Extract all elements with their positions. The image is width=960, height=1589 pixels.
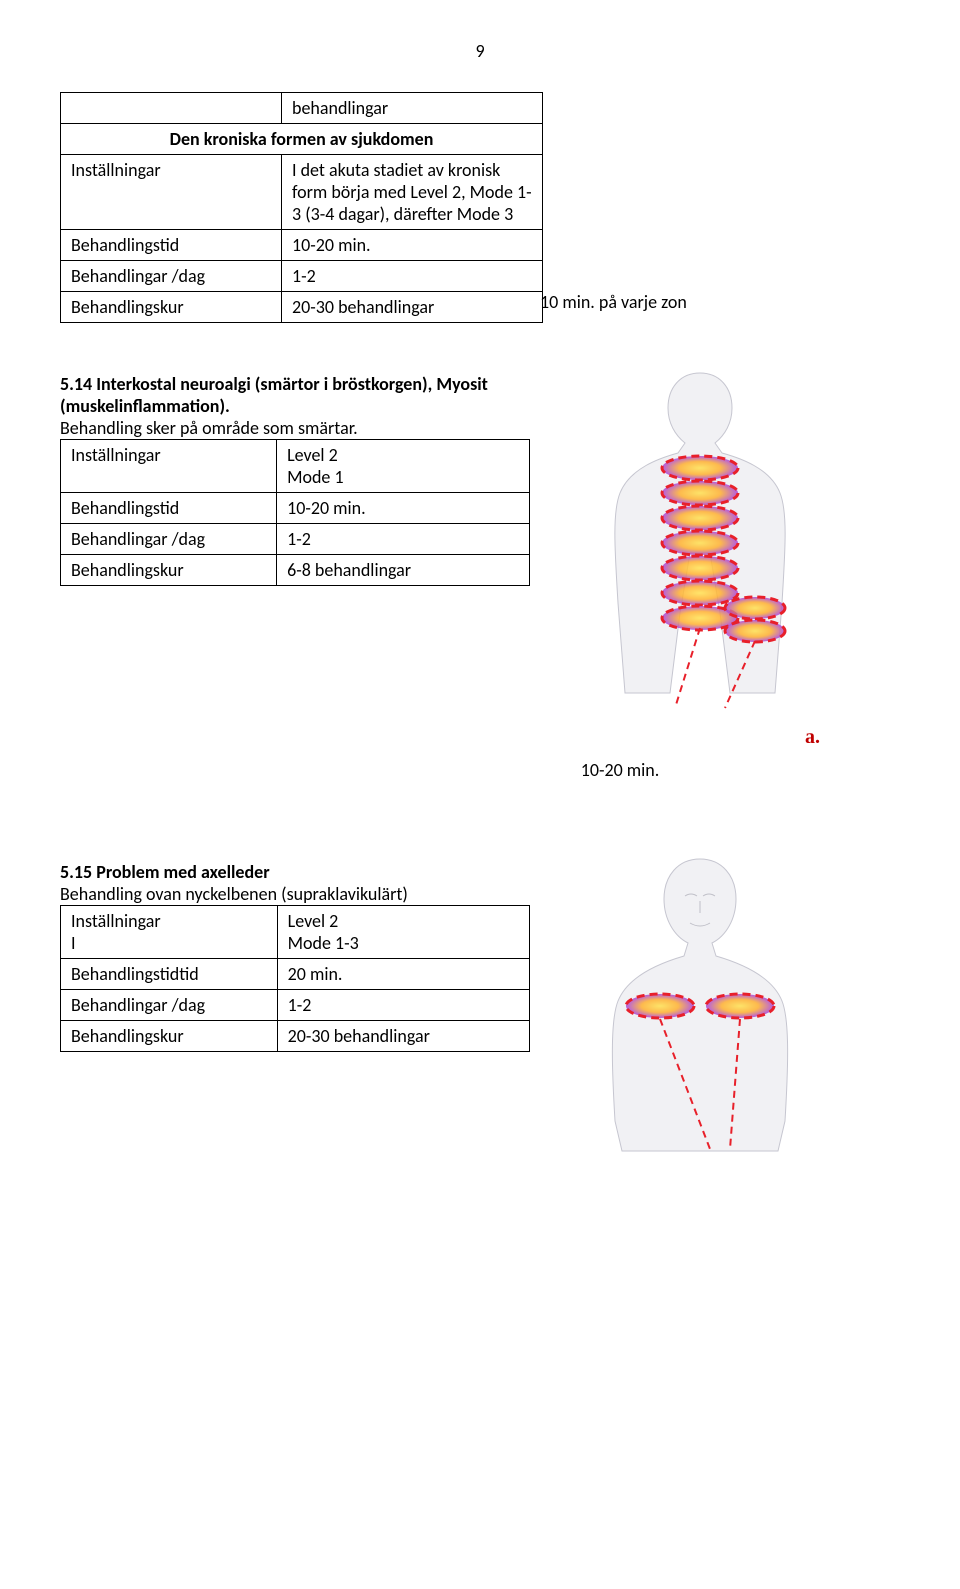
table-515: Inställningar I Level 2 Mode 1-3 Behandl… [60,905,530,1052]
cell-value: Level 2 Mode 1 [277,440,530,493]
cell-label: Behandlingskur [61,1021,278,1052]
time-caption: 10-20 min. [340,759,900,781]
cell-value: I det akuta stadiet av kronisk form börj… [282,155,543,230]
front-body-diagram [560,841,840,1161]
cell-label: Inställningar [61,155,282,230]
cell-value: 20-30 behandlingar [282,292,543,323]
section-subtitle-514: Behandling sker på område som smärtar. [60,417,530,439]
cell-label: Behandlingskur [61,555,277,586]
section-title-515: 5.15 Problem med axelleder [60,861,530,883]
cell-value: 1-2 [282,261,543,292]
cell-empty [61,93,282,124]
cell-value: 1-2 [277,990,529,1021]
cell-label: Behandlingstidtid [61,959,278,990]
table-header-merged: Den kroniska formen av sjukdomen [61,124,543,155]
back-body-diagram [560,353,840,713]
cell-value: Level 2 Mode 1-3 [277,906,529,959]
cell-label: Behandlingar /dag [61,990,278,1021]
cell-label: Behandlingar /dag [61,261,282,292]
cell-label: Behandlingskur [61,292,282,323]
caption-a: a. [560,726,840,749]
section-subtitle-515: Behandling ovan nyckelbenen (supraklavik… [60,883,530,905]
cell-value: 10-20 min. [282,230,543,261]
page-number: 9 [60,40,900,62]
cell-value: 20-30 behandlingar [277,1021,529,1052]
table-514: Inställningar Level 2 Mode 1 Behandlings… [60,439,530,586]
cell-label: Behandlingar /dag [61,524,277,555]
cell-label: Behandlingstid [61,493,277,524]
zone-note: 10 min. på varje zon [540,291,900,313]
cell-value: 20 min. [277,959,529,990]
cell-value: 1-2 [277,524,530,555]
cell-label: Behandlingstid [61,230,282,261]
table-chronic-form: behandlingar Den kroniska formen av sjuk… [60,92,543,323]
cell-value: 6-8 behandlingar [277,555,530,586]
cell-label: Inställningar I [61,906,278,959]
cell-label: Inställningar [61,440,277,493]
cell-value: 10-20 min. [277,493,530,524]
section-title-514: 5.14 Interkostal neuroalgi (smärtor i br… [60,373,530,417]
cell-value: behandlingar [282,93,543,124]
